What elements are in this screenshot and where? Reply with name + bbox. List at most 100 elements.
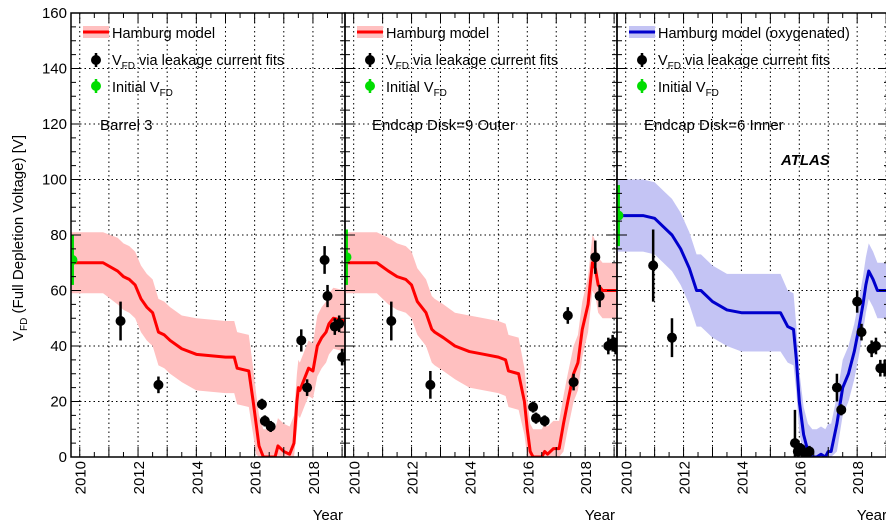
leakage-fit-point bbox=[319, 254, 330, 265]
legend-leakage-rest: via leakage current fits bbox=[681, 53, 830, 69]
legend-initial-main: Initial V bbox=[386, 80, 434, 96]
leakage-fit-point bbox=[115, 316, 126, 327]
legend-leakage-label: VFD via leakage current fits bbox=[112, 53, 284, 72]
panel-annotation: Endcap Disk=9 Outer bbox=[372, 117, 515, 134]
panel-annotation: Barrel 3 bbox=[100, 117, 153, 134]
legend-leakage-main: V bbox=[386, 53, 396, 69]
x-tick-label: 2012 bbox=[131, 461, 148, 494]
x-axis-title: Year bbox=[585, 507, 615, 524]
x-tick-label: 2010 bbox=[73, 461, 90, 494]
model-uncertainty-band bbox=[617, 179, 886, 457]
legend-leakage-sub: FD bbox=[122, 61, 135, 72]
y-tick-label: 60 bbox=[50, 283, 67, 300]
legend-leakage-main: V bbox=[658, 53, 668, 69]
initial-vfd-point bbox=[617, 210, 624, 221]
leakage-fit-point bbox=[568, 377, 579, 388]
leakage-fit-point bbox=[296, 335, 307, 346]
y-tick-label: 100 bbox=[42, 172, 67, 189]
x-tick-label: 2010 bbox=[619, 461, 636, 494]
leakage-fit-point bbox=[831, 382, 842, 393]
y-axis: 0 20 40 60 80 100 120 140 160 bbox=[42, 5, 67, 466]
model-line bbox=[71, 261, 345, 457]
x-tick-label: 2014 bbox=[734, 461, 751, 494]
legend-initial-sub: FD bbox=[706, 88, 719, 99]
leakage-fit-point bbox=[879, 363, 886, 374]
leakage-fit-point bbox=[153, 379, 164, 390]
x-tick-label: 2018 bbox=[306, 461, 323, 494]
x-tick-label: 2018 bbox=[850, 461, 867, 494]
x-tick-label: 2016 bbox=[248, 461, 265, 494]
legend-initial-label: Initial VFD bbox=[658, 80, 719, 99]
leakage-fit-point bbox=[590, 252, 601, 263]
leakage-fit-point bbox=[836, 404, 847, 415]
y-tick-label: 40 bbox=[50, 338, 67, 355]
leakage-fit-point bbox=[594, 291, 605, 302]
y-axis-title-rest: (Full Depletion Voltage) [V] bbox=[10, 135, 27, 318]
legend-leakage-rest: via leakage current fits bbox=[409, 53, 558, 69]
x-tick-label: 2018 bbox=[578, 461, 595, 494]
legend-leakage-marker bbox=[91, 55, 101, 65]
legend-leakage-sub: FD bbox=[668, 61, 681, 72]
legend-initial-marker bbox=[91, 81, 101, 91]
legend-initial-sub: FD bbox=[434, 88, 447, 99]
y-axis-title: VFD (Full Depletion Voltage) [V] bbox=[10, 135, 30, 341]
y-tick-label: 20 bbox=[50, 394, 67, 411]
legend-leakage-rest: via leakage current fits bbox=[135, 53, 284, 69]
leakage-fit-point bbox=[302, 382, 313, 393]
legend-model-label: Hamburg model (oxygenated) bbox=[658, 26, 850, 42]
x-tick-label: 2010 bbox=[347, 461, 364, 494]
leakage-fit-point bbox=[256, 399, 267, 410]
y-tick-label: 160 bbox=[42, 5, 67, 22]
legend-initial-sub: FD bbox=[160, 88, 173, 99]
leakage-fit-point bbox=[562, 310, 573, 321]
legend-leakage-label: VFD via leakage current fits bbox=[658, 53, 830, 72]
legend-model-label: Hamburg model bbox=[386, 26, 489, 42]
x-axis-title: Year bbox=[857, 507, 886, 524]
y-tick-label: 140 bbox=[42, 61, 67, 78]
legend-leakage-main: V bbox=[112, 53, 122, 69]
leakage-fit-point bbox=[648, 260, 659, 271]
y-axis-title-main: V bbox=[10, 331, 27, 341]
legend-model-label: Hamburg model bbox=[112, 26, 215, 42]
legend-initial-label: Initial VFD bbox=[112, 80, 173, 99]
panel-annotation: Endcap Disk=6 Inner bbox=[644, 117, 784, 134]
panel-3: 2010 2012 2014 2016 2018 Year Hamburg model (o… bbox=[616, 12, 886, 524]
legend-leakage-sub: FD bbox=[396, 61, 409, 72]
leakage-fit-point bbox=[539, 415, 550, 426]
leakage-fit-point bbox=[334, 318, 345, 329]
x-tick-label: 2014 bbox=[462, 461, 479, 494]
legend-leakage-marker bbox=[365, 55, 375, 65]
atlas-label: ATLAS bbox=[780, 152, 830, 169]
leakage-fit-point bbox=[530, 413, 541, 424]
leakage-fit-point bbox=[425, 379, 436, 390]
model-line bbox=[617, 214, 886, 457]
model-line bbox=[345, 261, 617, 457]
y-tick-label: 80 bbox=[50, 227, 67, 244]
initial-vfd-point bbox=[345, 252, 352, 263]
leakage-fit-point bbox=[856, 327, 867, 338]
initial-vfd-point bbox=[71, 254, 78, 265]
leakage-fit-point bbox=[666, 332, 677, 343]
legend-initial-marker bbox=[365, 81, 375, 91]
x-tick-label: 2016 bbox=[792, 461, 809, 494]
leakage-fit-point bbox=[265, 421, 276, 432]
leakage-fit-point bbox=[528, 402, 539, 413]
y-axis-title-sub: FD bbox=[19, 318, 30, 331]
x-axis-title: Year bbox=[313, 507, 343, 524]
x-tick-label: 2012 bbox=[677, 461, 694, 494]
x-tick-label: 2012 bbox=[405, 461, 422, 494]
leakage-fit-point bbox=[852, 296, 863, 307]
x-tick-label: 2016 bbox=[520, 461, 537, 494]
legend-initial-label: Initial VFD bbox=[386, 80, 447, 99]
legend-leakage-marker bbox=[637, 55, 647, 65]
x-tick-label: 2014 bbox=[189, 461, 206, 494]
leakage-fit-point bbox=[386, 316, 397, 327]
legend: Hamburg model (oxygenated)VFD via leakag… bbox=[629, 26, 850, 99]
y-tick-label: 120 bbox=[42, 116, 67, 133]
y-tick-label: 0 bbox=[59, 449, 67, 466]
legend-initial-main: Initial V bbox=[658, 80, 706, 96]
model-uncertainty-band bbox=[345, 232, 617, 457]
